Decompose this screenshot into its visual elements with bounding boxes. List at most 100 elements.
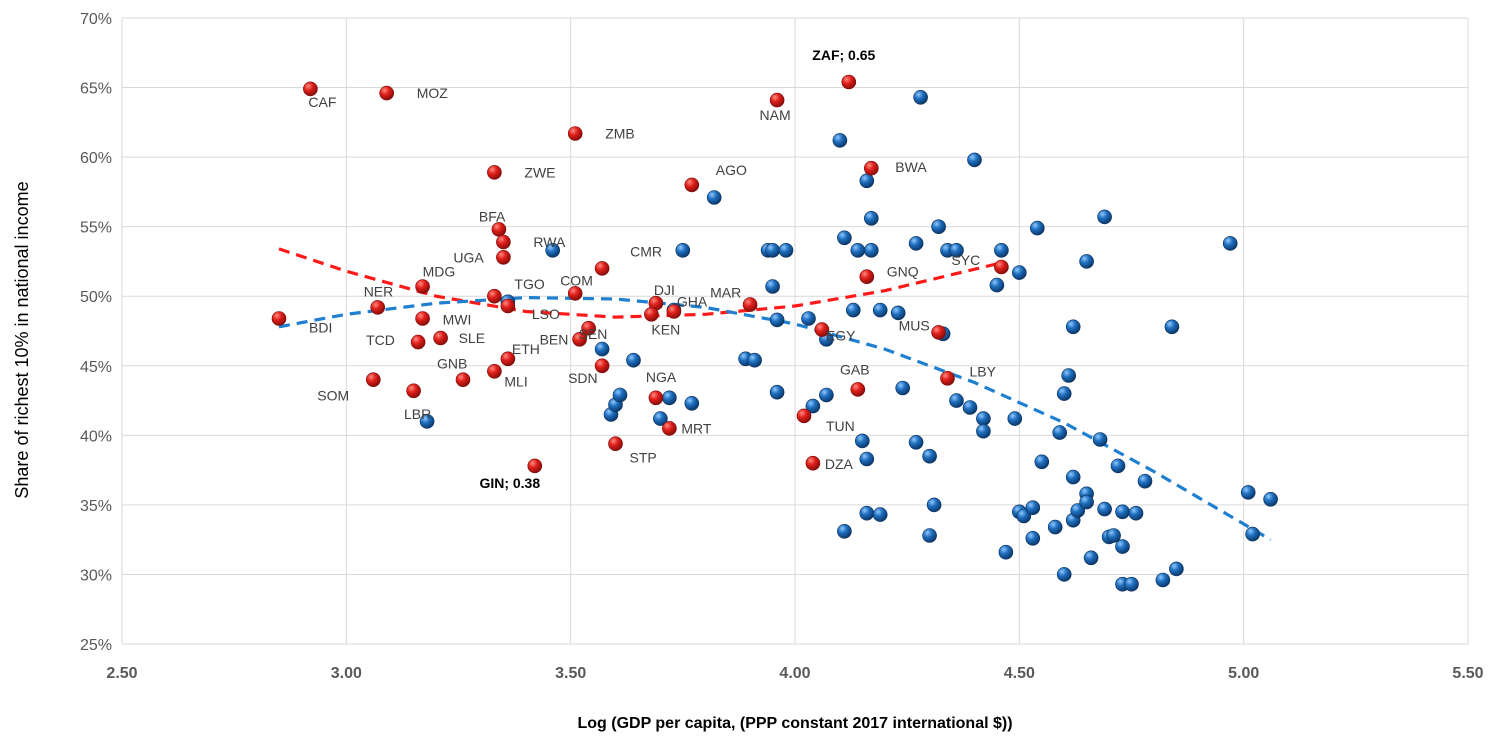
other-country-point [778, 243, 794, 258]
point-label: SOM [317, 388, 349, 404]
africa-point [931, 325, 946, 340]
point-label: BFA [479, 208, 506, 224]
point-label: GNQ [887, 264, 919, 280]
axes: 25% 30% 35% 40% 45% 50% 55% 60% 65% 70% 2.50 3.00 3.… [80, 11, 1484, 682]
point-label: GAB [840, 361, 870, 377]
point-label: ZWE [524, 164, 555, 180]
africa-point [814, 322, 830, 337]
point-label: MRT [681, 420, 712, 436]
africa-point [406, 383, 421, 399]
other-country-point [967, 152, 982, 168]
other-country-point [949, 243, 964, 258]
other-country-point [1034, 454, 1050, 470]
other-country-point [850, 243, 866, 258]
other-country-point [1169, 561, 1184, 577]
other-country-point [994, 243, 1009, 258]
other-country-point [1155, 572, 1171, 588]
africa-point [863, 160, 879, 176]
point-label: AGO [716, 162, 747, 178]
africa-point [666, 304, 682, 319]
point-label: CAF [308, 94, 336, 110]
other-country-point [1079, 254, 1094, 269]
other-country-point [926, 497, 942, 513]
other-country-point [1052, 425, 1067, 440]
africa-point [415, 279, 430, 294]
other-country-point [895, 380, 911, 396]
other-country-point [626, 352, 641, 368]
point-label: BWA [895, 159, 927, 175]
x-tick-label: 4.50 [1004, 665, 1035, 682]
other-country-point [1065, 319, 1081, 335]
africa-point [742, 297, 758, 312]
africa-point [805, 455, 821, 471]
point-label: NER [364, 283, 394, 299]
africa-point [379, 85, 395, 101]
other-country-point [908, 236, 924, 251]
point-label: GNB [437, 356, 467, 372]
y-tick-label: 55% [80, 220, 112, 237]
other-country-point [908, 434, 924, 450]
other-country-point [1092, 432, 1108, 447]
africa-point [841, 74, 857, 90]
africa-point [796, 408, 812, 424]
point-label: LBY [970, 363, 997, 379]
other-country-point [1025, 530, 1041, 546]
others-trendline [278, 295, 1272, 542]
africa-point [581, 320, 596, 336]
y-tick-label: 50% [80, 289, 112, 306]
other-country-point [1222, 236, 1238, 251]
africa-point [415, 311, 430, 326]
point-label: ZMB [605, 126, 635, 142]
point-label: TCD [366, 332, 395, 348]
other-country-point [1025, 500, 1041, 516]
point-label: MLI [504, 373, 527, 389]
africa-point [859, 269, 875, 285]
point-label: MWI [443, 312, 472, 328]
other-country-point [765, 279, 780, 294]
africa-point [608, 436, 623, 452]
y-tick-label: 40% [80, 428, 112, 445]
africa-point [594, 261, 610, 276]
point-label: MAR [710, 285, 741, 301]
data-points [271, 74, 1278, 592]
point-label: LBR [404, 406, 431, 422]
africa-point [644, 306, 659, 322]
other-country-point [837, 523, 852, 539]
point-label: SLE [459, 330, 485, 346]
africa-point [684, 177, 700, 193]
y-tick-label: 35% [80, 498, 112, 515]
point-label: BDI [309, 320, 332, 336]
other-country-point [976, 411, 991, 426]
other-country-point [1115, 504, 1130, 520]
other-country-point [1079, 494, 1094, 510]
africa-point [303, 81, 318, 97]
other-country-point [890, 305, 906, 321]
y-tick-label: 60% [80, 150, 112, 167]
other-country-point [675, 243, 691, 258]
africa-point [496, 234, 511, 250]
other-country-point [1011, 265, 1027, 280]
other-country-point [837, 230, 852, 246]
other-country-point [612, 387, 628, 403]
other-country-point [747, 352, 762, 368]
x-tick-label: 3.50 [555, 665, 586, 682]
africa-point [500, 298, 516, 314]
other-country-point [872, 507, 888, 522]
other-country-point [1097, 501, 1112, 517]
gridlines [121, 17, 1469, 645]
africa-trendline [278, 247, 1002, 319]
other-country-point [1061, 368, 1076, 383]
other-country-point [805, 398, 821, 414]
point-label: SDN [568, 370, 598, 386]
x-tick-label: 5.00 [1228, 665, 1259, 682]
africa-point [527, 458, 543, 474]
other-country-point [769, 312, 785, 328]
africa-point [940, 370, 955, 386]
other-country-point [922, 528, 937, 543]
x-tick-label: 4.00 [779, 665, 810, 682]
africa-point [994, 259, 1009, 275]
other-country-point [1263, 491, 1278, 507]
other-country-point [998, 544, 1014, 560]
other-country-point [859, 505, 875, 521]
